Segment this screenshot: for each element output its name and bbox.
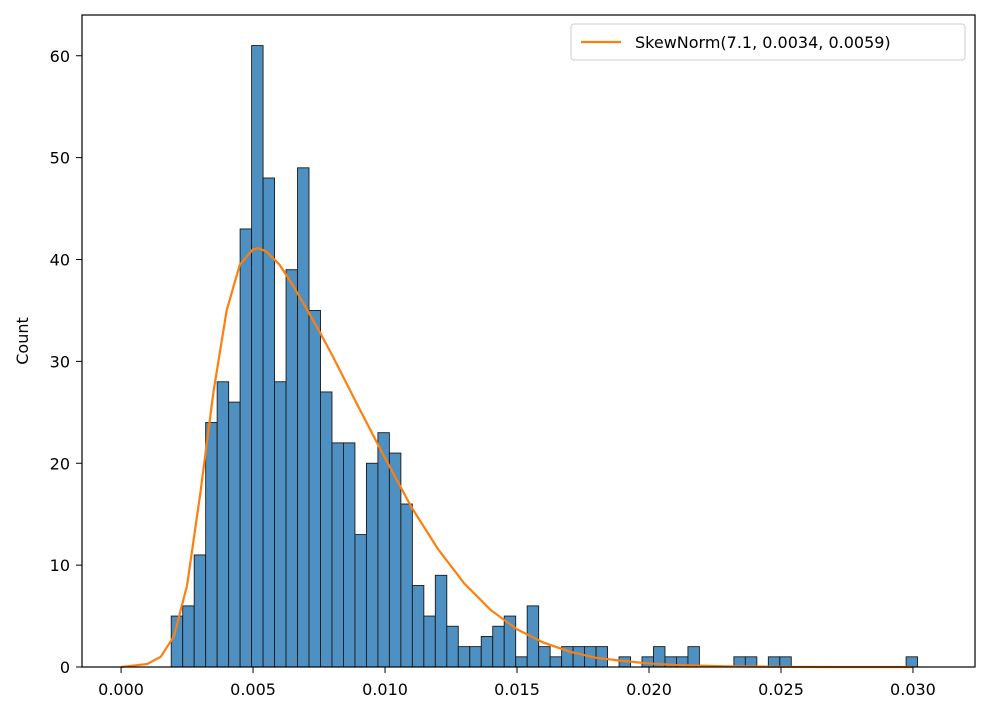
histogram-bar	[480, 635, 494, 668]
histogram-bar	[779, 656, 792, 668]
histogram-bar	[274, 381, 287, 668]
histogram-bar	[320, 391, 333, 668]
histogram-bar	[308, 309, 321, 668]
x-tick-label: 0.020	[626, 680, 672, 699]
y-axis-ticks: 0 10 20 30 40 50 60	[50, 47, 82, 677]
legend-entry-label: SkewNorm(7.1, 0.0034, 0.0059)	[635, 33, 891, 52]
histogram-bar	[515, 656, 528, 668]
histogram-bar	[767, 656, 781, 668]
histogram-bar	[216, 381, 230, 668]
histogram-bar	[446, 625, 459, 668]
histogram-bar	[228, 401, 241, 668]
skewnorm-fit-line	[120, 247, 913, 669]
x-tick-label: 0.005	[230, 680, 276, 699]
histogram-bar	[423, 615, 436, 668]
histogram-bar	[687, 646, 700, 668]
histogram-bar	[331, 442, 344, 668]
y-tick-label: 40	[50, 251, 70, 270]
y-tick-label: 60	[50, 47, 70, 66]
y-tick-label: 30	[50, 352, 70, 371]
histogram-bar	[343, 442, 356, 668]
legend: SkewNorm(7.1, 0.0034, 0.0059)	[570, 23, 966, 61]
histogram-bar	[297, 167, 310, 668]
histogram-bar	[411, 585, 425, 668]
y-tick-label: 10	[50, 556, 70, 575]
histogram-bar	[469, 646, 482, 668]
histogram-bar	[492, 625, 505, 668]
histogram-bar	[354, 534, 367, 668]
histogram-bar	[400, 503, 413, 668]
x-tick-label: 0.010	[362, 680, 408, 699]
histogram-bar	[182, 605, 195, 668]
x-axis-ticks: 0.000 0.005 0.010 0.015 0.020 0.025 0.030	[98, 667, 936, 699]
plot-area-frame	[81, 14, 976, 668]
histogram-bar	[239, 228, 253, 668]
histogram-bar	[905, 656, 919, 668]
histogram-bar	[457, 646, 471, 668]
x-tick-label: 0.015	[494, 680, 540, 699]
y-tick-label: 50	[50, 149, 70, 168]
histogram-bar	[251, 45, 264, 668]
x-tick-label: 0.025	[758, 680, 804, 699]
histogram-bar	[285, 269, 298, 668]
y-tick-label: 0	[60, 658, 70, 677]
y-axis-label: Count	[13, 317, 32, 365]
histogram-bar	[538, 646, 551, 668]
x-tick-label: 0.000	[98, 680, 144, 699]
histogram-bar	[377, 432, 390, 668]
histogram-bar	[572, 646, 586, 668]
histogram-bar	[549, 656, 563, 668]
x-tick-label: 0.030	[890, 680, 936, 699]
histogram-bar	[193, 554, 207, 668]
y-tick-label: 20	[50, 454, 70, 473]
legend-box	[570, 23, 966, 61]
histogram-bar	[595, 646, 609, 668]
histogram-bar	[205, 422, 218, 668]
histogram-bar	[434, 574, 448, 668]
histogram-bar	[365, 462, 379, 668]
